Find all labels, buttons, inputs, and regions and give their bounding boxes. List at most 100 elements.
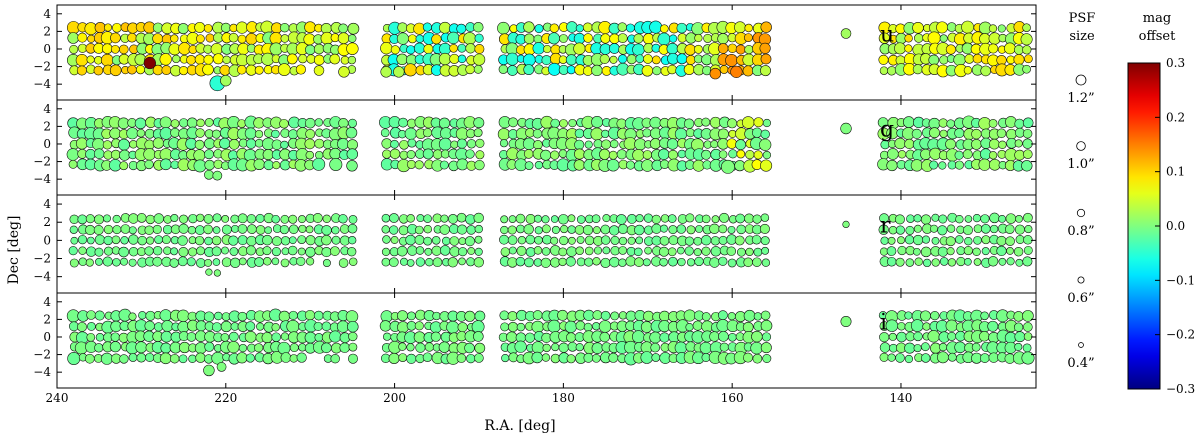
data-point: [685, 55, 696, 65]
x-tick-label: 140: [890, 391, 913, 405]
data-point: [449, 236, 460, 246]
data-point: [904, 354, 914, 364]
data-point: [760, 310, 771, 321]
data-point: [1015, 214, 1023, 223]
data-point: [507, 65, 518, 76]
data-point: [953, 53, 966, 66]
data-point: [718, 310, 728, 321]
data-point: [1022, 45, 1032, 55]
data-point: [728, 129, 737, 138]
data-point: [592, 226, 601, 235]
data-point: [575, 246, 584, 256]
data-point: [727, 225, 736, 234]
data-point: [499, 139, 509, 148]
data-point: [1013, 311, 1024, 322]
y-tick-label: 4: [43, 102, 51, 116]
data-point: [118, 246, 129, 258]
data-point: [927, 31, 941, 45]
data-point: [475, 138, 485, 148]
data-point: [516, 245, 527, 256]
data-point: [305, 235, 316, 246]
data-point: [313, 321, 323, 331]
data-point: [972, 247, 981, 257]
data-point: [701, 214, 711, 224]
data-point: [534, 226, 543, 235]
data-point: [67, 32, 79, 44]
data-point: [439, 42, 452, 55]
data-point: [179, 118, 189, 128]
data-point: [379, 320, 392, 332]
data-point: [633, 33, 644, 44]
data-point-extra: [393, 66, 405, 78]
data-point: [937, 246, 949, 257]
data-point: [288, 214, 298, 224]
data-point: [220, 320, 232, 333]
data-point: [936, 21, 949, 34]
data-point: [169, 258, 179, 268]
data-point: [668, 34, 678, 43]
data-point: [144, 225, 154, 235]
data-point: [692, 320, 703, 331]
data-point: [204, 137, 216, 150]
data-point: [170, 213, 179, 223]
data-point: [525, 247, 536, 257]
data-point: [575, 320, 586, 331]
data-point: [304, 44, 316, 56]
data-point: [913, 224, 922, 233]
data-point: [348, 257, 358, 267]
data-point: [120, 224, 131, 234]
data-point: [717, 33, 729, 45]
data-point: [939, 55, 949, 65]
data-point: [582, 65, 593, 76]
data-point: [69, 258, 79, 268]
data-point: [886, 159, 898, 172]
psf-size-legend: PSF size 1.2” 1.0” 0.8” 0.6” 0.4”: [1067, 11, 1095, 371]
data-point: [238, 257, 247, 266]
y-tick-label: 2: [43, 312, 51, 326]
data-point: [237, 34, 247, 44]
data-point: [86, 332, 96, 342]
data-point: [195, 225, 205, 235]
data-point: [102, 256, 113, 267]
data-point: [515, 256, 526, 267]
data-point: [297, 235, 307, 244]
data-point: [640, 321, 653, 333]
data-point: [187, 226, 197, 235]
data-point: [634, 247, 643, 257]
data-point: [930, 310, 940, 321]
data-point-extra: [204, 169, 214, 180]
data-point: [501, 354, 510, 363]
data-point: [894, 137, 906, 150]
data-point: [920, 353, 931, 363]
data-point: [753, 247, 763, 257]
data-point: [734, 21, 746, 34]
data-point: [651, 55, 661, 65]
data-point: [345, 126, 358, 139]
data-point: [388, 352, 400, 364]
data-point: [1022, 256, 1033, 267]
data-point: [406, 320, 417, 331]
data-point: [254, 65, 264, 75]
data-point: [677, 33, 688, 43]
data-point: [531, 320, 544, 334]
data-point: [347, 223, 358, 234]
data-point: [651, 223, 662, 234]
data-point: [759, 138, 772, 151]
data-point: [989, 212, 1000, 224]
data-point: [245, 138, 257, 149]
data-point: [703, 33, 713, 43]
data-point: [576, 215, 586, 224]
data-point: [954, 160, 964, 170]
data-point: [961, 20, 975, 34]
data-point: [583, 322, 593, 332]
data-point: [235, 21, 249, 34]
data-point: [304, 21, 316, 34]
data-point: [75, 54, 89, 67]
data-point: [760, 319, 773, 332]
data-point: [1022, 310, 1034, 322]
data-point: [382, 235, 391, 244]
data-point: [591, 353, 601, 363]
data-point: [938, 214, 948, 224]
data-point: [598, 320, 612, 333]
